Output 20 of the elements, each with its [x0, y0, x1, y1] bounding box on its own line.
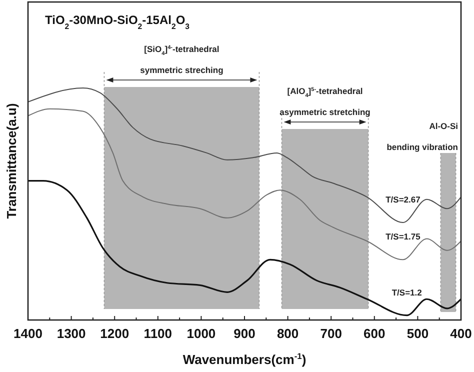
chart-title: TiO$_{2}$-30MnO-SiO$_{2}$-15Al$_{2}$O$_{3}$ — [45, 13, 190, 30]
x-tick-label: 800 — [276, 326, 299, 342]
text: [SiO$_{4}$]$^{4-}$-tetrahedral symmetric streching — [140, 44, 224, 75]
series-label: T/S=1.75 — [386, 232, 421, 242]
x-axis-title: Wavenumbers(cm$^{-1}$) — [182, 351, 306, 367]
x-tick-label: 900 — [234, 326, 256, 342]
x-tick-label: 1000 — [186, 326, 216, 342]
x-tick-label: 700 — [320, 326, 342, 342]
x-tick-label: 600 — [364, 326, 386, 342]
text: Al-O-Si bending vibration — [386, 121, 458, 152]
text: [AlO$_{4}$]$^{5-}$-tetrahedral asymmetric stretching — [280, 86, 370, 117]
x-tick-label: 1200 — [100, 326, 130, 342]
series-label: T/S=2.67 — [386, 194, 421, 205]
series-label: T/S=1.2 — [392, 287, 422, 298]
y-axis-title: Transmittance(a.u) — [4, 103, 19, 219]
x-tick-label: 400 — [450, 326, 472, 342]
x-tick-label: 500 — [406, 326, 429, 342]
x-tick-label: 1100 — [144, 326, 172, 342]
x-tick-label: 1400 — [14, 326, 42, 342]
x-tick-label: 1300 — [56, 326, 86, 342]
